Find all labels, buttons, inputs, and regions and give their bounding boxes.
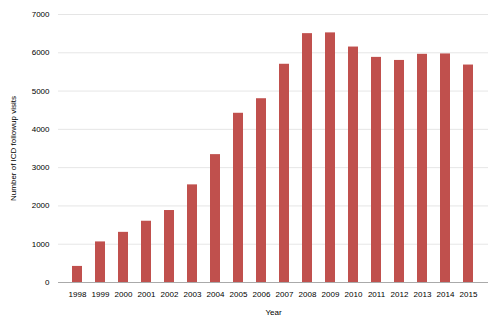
svg-text:2010: 2010: [345, 290, 363, 299]
svg-text:6000: 6000: [32, 48, 50, 57]
svg-text:2001: 2001: [138, 290, 156, 299]
svg-text:2007: 2007: [276, 290, 294, 299]
svg-text:2000: 2000: [115, 290, 133, 299]
svg-text:2003: 2003: [184, 290, 202, 299]
svg-text:4000: 4000: [32, 125, 50, 134]
svg-text:2000: 2000: [32, 201, 50, 210]
svg-text:1000: 1000: [32, 240, 50, 249]
svg-text:2004: 2004: [207, 290, 225, 299]
svg-text:2014: 2014: [437, 290, 455, 299]
svg-text:1999: 1999: [92, 290, 110, 299]
svg-text:1998: 1998: [69, 290, 87, 299]
svg-text:0: 0: [45, 278, 50, 287]
svg-text:2002: 2002: [161, 290, 179, 299]
svg-text:2015: 2015: [460, 290, 478, 299]
svg-text:Number of ICD followup visits: Number of ICD followup visits: [9, 96, 18, 201]
svg-text:Year: Year: [265, 308, 282, 317]
svg-text:2006: 2006: [253, 290, 271, 299]
svg-text:2012: 2012: [391, 290, 409, 299]
svg-text:2005: 2005: [230, 290, 248, 299]
svg-text:5000: 5000: [32, 87, 50, 96]
svg-text:2011: 2011: [368, 290, 386, 299]
svg-text:7000: 7000: [32, 10, 50, 19]
svg-text:2009: 2009: [322, 290, 340, 299]
svg-text:2008: 2008: [299, 290, 317, 299]
svg-text:2013: 2013: [414, 290, 432, 299]
svg-text:3000: 3000: [32, 163, 50, 172]
